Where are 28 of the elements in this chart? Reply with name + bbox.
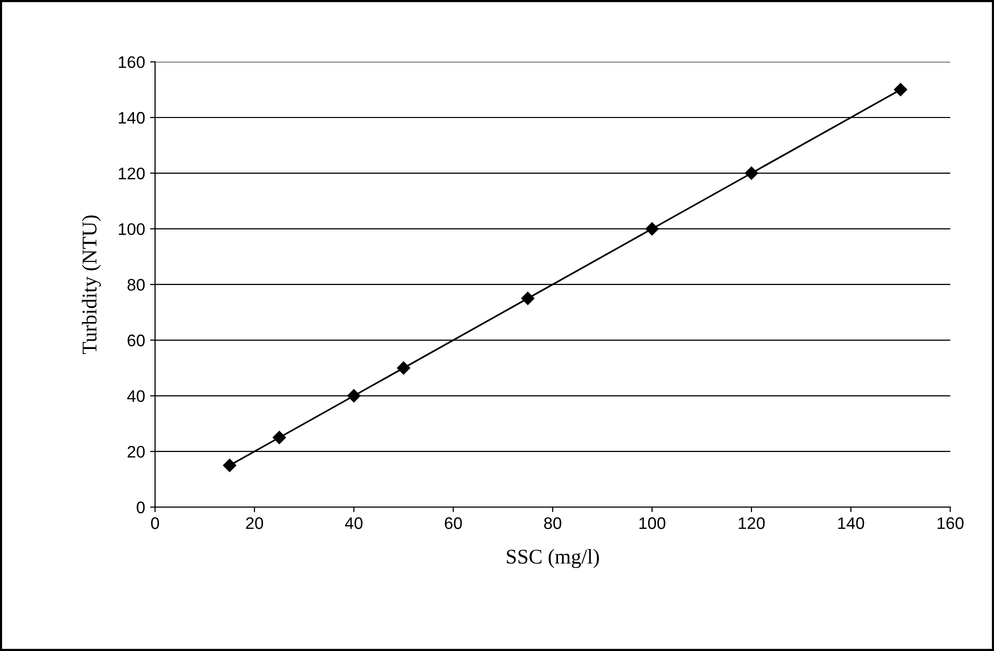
y-tick-label: 0 [136, 502, 145, 514]
x-tick-label: 20 [246, 517, 264, 530]
x-tick-label: 160 [938, 517, 964, 530]
x-tick-label: 60 [444, 517, 462, 530]
point [396, 361, 410, 375]
point [645, 222, 659, 236]
y-tick-label: 40 [127, 390, 145, 402]
x-tick-label: 80 [544, 517, 562, 530]
x-axis-title: SSC (mg/l) [506, 549, 599, 568]
point [744, 166, 758, 180]
y-tick-label: 20 [128, 446, 145, 458]
point [272, 430, 286, 444]
y-tick-label: 120 [118, 168, 145, 180]
y-tick-label: 60 [128, 334, 145, 346]
point [894, 83, 908, 96]
y-axis-title: Turbidity (NTU) [82, 215, 101, 354]
x-tick-label: 40 [344, 517, 362, 530]
x-tick-label: 140 [838, 517, 864, 530]
x-tick-label: 0 [151, 517, 160, 530]
y-tick-label: 100 [118, 223, 145, 236]
point [223, 458, 236, 472]
y-tick-label: 160 [118, 56, 145, 68]
point [347, 389, 360, 402]
y-tick-label: 80 [128, 278, 145, 291]
point [521, 292, 534, 305]
y-tick-label: 140 [118, 112, 145, 124]
x-tick-label: 100 [639, 517, 666, 530]
x-tick-label: 120 [738, 517, 765, 530]
